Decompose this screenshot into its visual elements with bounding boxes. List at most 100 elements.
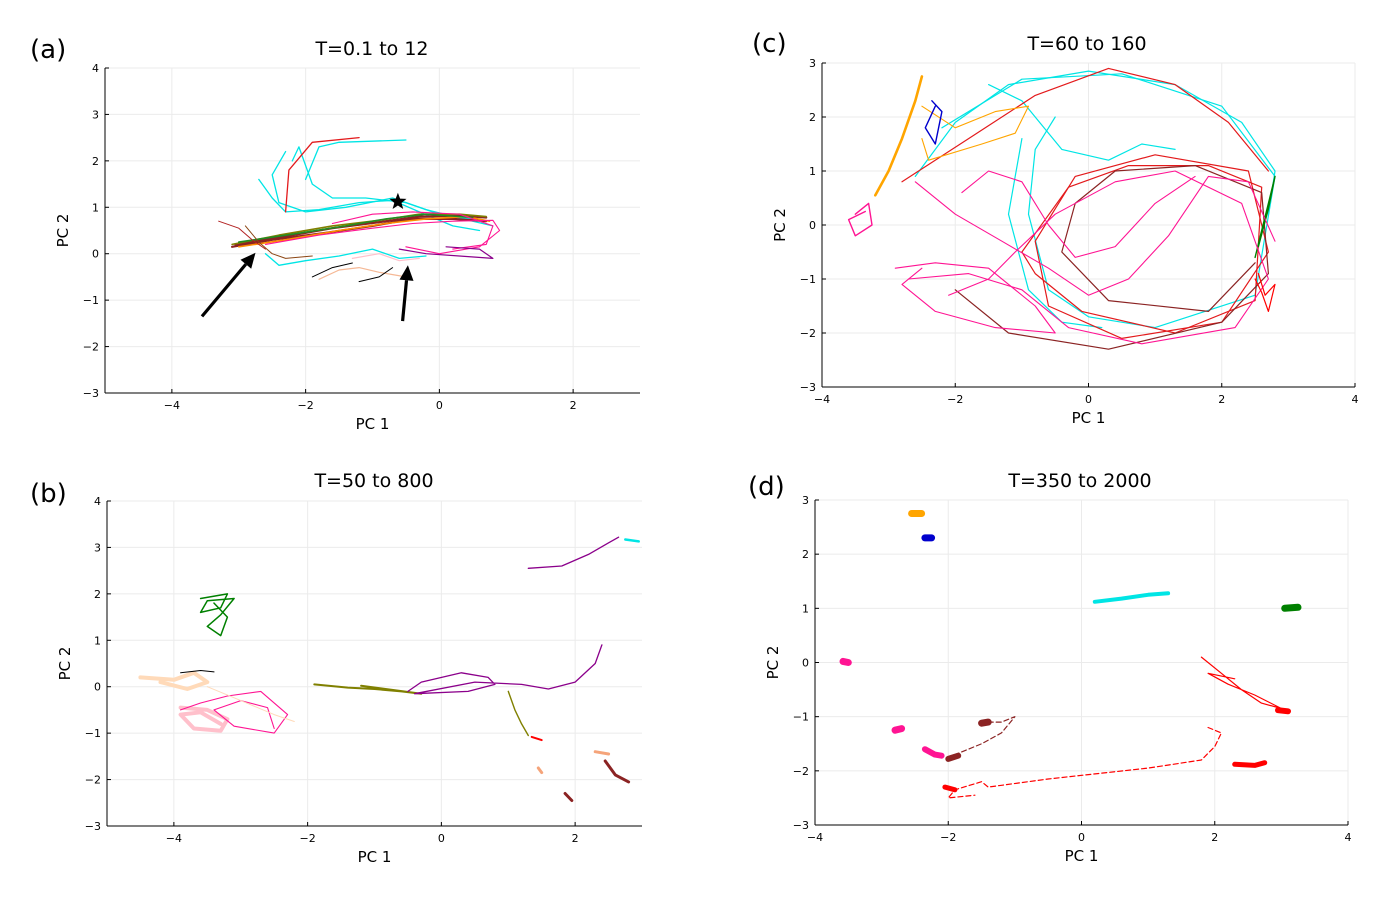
panel-c: (c) T=60 to 160 −4 −2 0 2 4 −3 −2 −1 0 1 2 3 PC 1 PC … — [752, 29, 1359, 427]
y-tick-label: −2 — [793, 765, 809, 778]
series-line-8 — [947, 716, 1016, 758]
x-tick-label: −4 — [814, 393, 830, 406]
y-tick-label: −2 — [85, 774, 101, 787]
series-line-7 — [234, 214, 488, 246]
series-line-5 — [891, 725, 906, 734]
series-line-3 — [1007, 138, 1103, 329]
arrow-head — [399, 265, 414, 281]
series-line-15 — [563, 792, 574, 802]
x-tick-label: −2 — [940, 831, 956, 844]
y-tick-label: 3 — [802, 494, 809, 507]
x-tick-label: −4 — [807, 831, 823, 844]
x-tick-label: −2 — [300, 832, 316, 845]
x-tick-label: 0 — [1085, 393, 1092, 406]
y-tick-label: 2 — [94, 588, 101, 601]
x-tick-label: −4 — [164, 399, 180, 412]
series-line-11 — [1275, 707, 1291, 715]
y-tick-label: −1 — [793, 711, 809, 724]
panel-a: (a) T=0.1 to 12 −4 −2 0 2 −3 −2 −1 0 1 2 3 4 PC 1 PC … — [30, 35, 640, 433]
series-line-15 — [921, 105, 1030, 161]
y-tick-label: 3 — [94, 541, 101, 554]
y-tick-label: 0 — [802, 657, 809, 670]
series-line-2 — [1092, 591, 1171, 604]
series-line-7 — [978, 718, 992, 727]
series-line-11 — [914, 175, 1276, 296]
series-line-5 — [206, 686, 295, 722]
series-line-4 — [264, 248, 427, 266]
y-tick-label: 2 — [809, 111, 816, 124]
y-tick-label: 2 — [802, 548, 809, 561]
y-tick-label: −2 — [83, 341, 99, 354]
x-tick-label: 0 — [436, 399, 443, 412]
series-line-4 — [1021, 165, 1263, 334]
panel-b: (b) T=50 to 800 −4 −2 0 2 −3 −2 −1 0 1 2 3 4 PC 1 PC … — [30, 470, 642, 866]
series-line-13 — [536, 766, 544, 775]
y-tick-label: −1 — [800, 273, 816, 286]
series-line-8 — [527, 536, 620, 569]
y-tick-label: 3 — [809, 57, 816, 70]
series-line-9 — [894, 262, 1056, 334]
series-line-8 — [1254, 175, 1276, 259]
series-line-14 — [942, 784, 958, 793]
panel-letter: (c) — [752, 29, 787, 59]
series-line-17 — [311, 262, 353, 278]
series-line-5 — [1034, 154, 1269, 339]
panel-title: T=50 to 800 — [313, 470, 433, 492]
x-tick-label: 2 — [570, 399, 577, 412]
series-line-3 — [304, 139, 407, 181]
series-line-10 — [1200, 656, 1282, 710]
series-line-13 — [398, 246, 494, 259]
arrow-head — [240, 252, 256, 269]
series-line-10 — [507, 690, 529, 737]
x-tick-label: 4 — [1352, 393, 1359, 406]
series-group — [138, 536, 640, 802]
y-tick-label: 1 — [802, 602, 809, 615]
series-line-13 — [847, 202, 873, 237]
x-tick-label: 2 — [1211, 831, 1218, 844]
series-line-18 — [358, 267, 394, 283]
y-axis-label: PC 2 — [54, 214, 72, 248]
series-line-7 — [407, 644, 603, 695]
series-line-12 — [593, 750, 611, 756]
series-line-0 — [258, 178, 481, 232]
panel-letter: (d) — [748, 472, 785, 502]
x-tick-label: −4 — [166, 832, 182, 845]
y-tick-label: 2 — [92, 155, 99, 168]
series-line-14 — [874, 75, 924, 197]
series-line-15 — [244, 225, 313, 259]
x-tick-label: −2 — [947, 393, 963, 406]
y-axis-label: PC 2 — [56, 647, 74, 681]
x-tick-label: 2 — [1218, 393, 1225, 406]
x-tick-label: −2 — [298, 399, 314, 412]
series-line-12 — [331, 211, 494, 250]
series-line-12 — [947, 726, 1222, 799]
panel-title: T=350 to 2000 — [1007, 470, 1151, 492]
y-tick-label: 1 — [92, 201, 99, 214]
series-line-2 — [988, 84, 1176, 161]
y-tick-label: 4 — [92, 62, 99, 75]
series-line-1 — [941, 73, 1276, 329]
series-line-6 — [901, 67, 1269, 183]
y-tick-label: −3 — [800, 381, 816, 394]
series-line-2 — [180, 690, 289, 734]
x-tick-label: 4 — [1345, 831, 1352, 844]
y-tick-label: 4 — [94, 495, 101, 508]
y-tick-label: 0 — [94, 681, 101, 694]
series-line-0 — [199, 593, 235, 637]
series-line-1 — [178, 705, 230, 733]
x-tick-label: 0 — [1078, 831, 1085, 844]
star-marker — [389, 192, 407, 209]
series-line-13 — [1232, 760, 1268, 768]
panel-title: T=0.1 to 12 — [314, 38, 428, 60]
y-tick-label: 1 — [94, 634, 101, 647]
y-tick-label: −1 — [85, 727, 101, 740]
panel-letter: (a) — [30, 35, 66, 65]
y-axis-label: PC 2 — [764, 646, 782, 680]
series-line-14 — [603, 759, 631, 784]
series-line-6 — [921, 746, 945, 759]
arrow-shaft — [401, 280, 409, 322]
y-tick-label: −1 — [83, 294, 99, 307]
series-group — [218, 136, 501, 283]
y-tick-label: −3 — [83, 387, 99, 400]
